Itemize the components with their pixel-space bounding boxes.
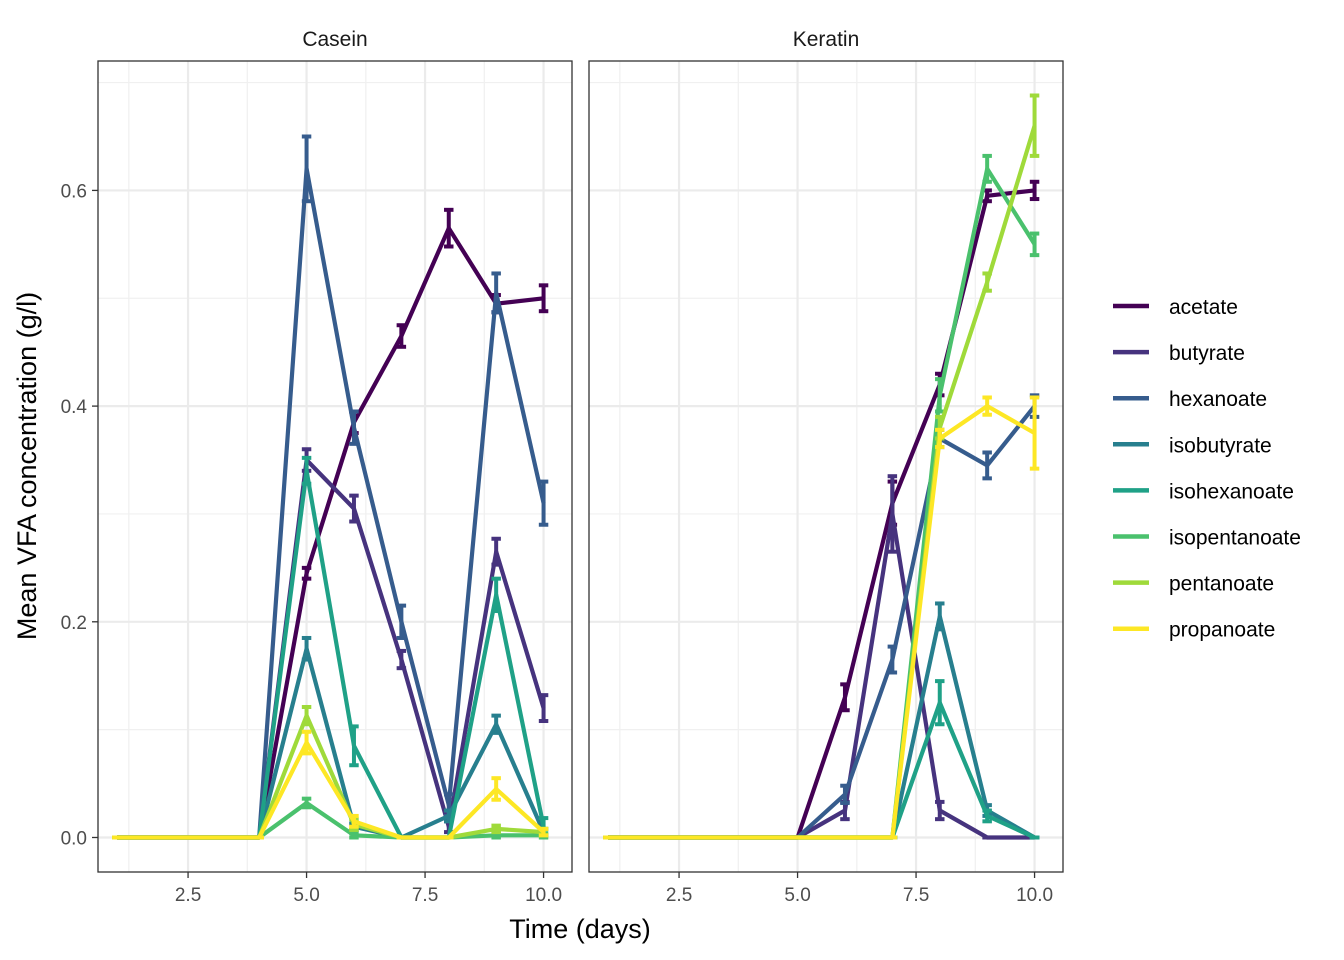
legend-label: pentanoate <box>1169 573 1274 596</box>
x-axis-title: Time (days) <box>509 914 651 944</box>
x-tick-label: 7.5 <box>412 885 438 906</box>
legend-item-pentanoate: pentanoate <box>1113 573 1274 596</box>
series-propanoate <box>603 395 1040 840</box>
error-bar <box>1029 231 1040 258</box>
panel-background <box>98 61 572 872</box>
series-group <box>603 93 1040 840</box>
x-tick-label: 10.0 <box>525 885 562 906</box>
legend: acetate butyrate hexanoate isobutyrate isohe… <box>1113 296 1301 642</box>
y-tick-label: 0.4 <box>61 397 88 418</box>
legend-item-isobutyrate: isobutyrate <box>1113 434 1272 457</box>
y-tick-label: 0.0 <box>61 828 87 849</box>
series-line-propanoate <box>608 404 1036 840</box>
legend-label: butyrate <box>1169 342 1245 365</box>
strip-label: Keratin <box>793 28 860 51</box>
legend-item-hexanoate: hexanoate <box>1113 388 1267 411</box>
x-tick-label: 2.5 <box>175 885 201 906</box>
panel-casein: Casein 2.5 5.0 7.5 10.0 0.0 0.2 0.4 0.6 <box>61 28 573 906</box>
legend-label: propanoate <box>1169 619 1275 642</box>
legend-item-isopentanoate: isopentanoate <box>1113 527 1301 550</box>
panel-border <box>97 60 573 873</box>
legend-item-isohexanoate: isohexanoate <box>1113 480 1294 503</box>
legend-label: acetate <box>1169 296 1238 319</box>
legend-label: isobutyrate <box>1169 434 1272 457</box>
legend-label: hexanoate <box>1169 388 1267 411</box>
x-tick-label: 7.5 <box>903 885 929 906</box>
panel-keratin: Keratin 2.5 5.0 7.5 10.0 <box>588 28 1064 906</box>
legend-item-propanoate: propanoate <box>1113 619 1275 642</box>
series-line-propanoate <box>117 740 546 840</box>
x-tick-label: 10.0 <box>1016 885 1053 906</box>
x-tick-label: 5.0 <box>784 885 810 906</box>
legend-label: isopentanoate <box>1169 527 1301 550</box>
strip-label: Casein <box>302 28 367 51</box>
legend-item-butyrate: butyrate <box>1113 342 1245 365</box>
legend-label: isohexanoate <box>1169 480 1294 503</box>
series-propanoate <box>112 729 549 840</box>
x-tick-label: 2.5 <box>666 885 692 906</box>
x-tick-label: 5.0 <box>293 885 319 906</box>
y-tick-label: 0.6 <box>61 181 87 202</box>
facet-panels: Casein 2.5 5.0 7.5 10.0 0.0 0.2 0.4 0.6 Keratin 2.… <box>61 28 1064 906</box>
y-tick-label: 0.2 <box>61 613 87 634</box>
panel-border <box>588 60 1064 873</box>
legend-item-acetate: acetate <box>1113 296 1238 319</box>
panel-background <box>589 61 1063 872</box>
series-group <box>112 134 549 840</box>
y-axis-title: Mean VFA concentration (g/l) <box>12 292 42 640</box>
